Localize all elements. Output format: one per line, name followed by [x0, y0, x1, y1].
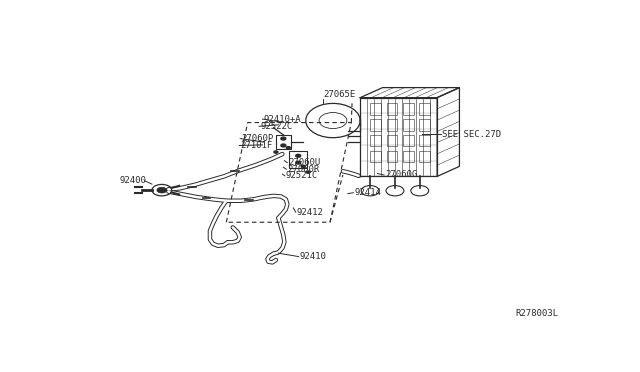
Bar — [387, 151, 397, 162]
Text: 92410: 92410 — [300, 252, 326, 261]
Circle shape — [281, 137, 286, 140]
Bar — [419, 151, 430, 162]
Bar — [387, 119, 397, 131]
Bar — [289, 151, 307, 168]
Circle shape — [274, 151, 278, 153]
Circle shape — [296, 154, 301, 157]
Bar — [387, 103, 397, 115]
Bar — [403, 103, 414, 115]
Bar — [387, 135, 397, 146]
Text: 27101F: 27101F — [240, 141, 273, 150]
Text: 27060U: 27060U — [288, 158, 321, 167]
Circle shape — [296, 161, 301, 164]
Text: 92400: 92400 — [120, 176, 147, 185]
Circle shape — [286, 147, 291, 149]
Circle shape — [301, 165, 305, 167]
Text: 92522C: 92522C — [260, 122, 292, 131]
Text: 92521C: 92521C — [286, 171, 318, 180]
Bar — [403, 151, 414, 162]
Bar — [419, 119, 430, 131]
Text: 92412: 92412 — [297, 208, 324, 217]
Bar — [419, 103, 430, 115]
Bar — [370, 135, 381, 146]
Text: 92410+A: 92410+A — [264, 115, 301, 124]
Text: 27060P: 27060P — [241, 134, 273, 143]
Circle shape — [306, 171, 310, 173]
Bar — [403, 135, 414, 146]
Bar — [370, 103, 381, 115]
Text: 27060G: 27060G — [385, 170, 417, 179]
Bar — [276, 135, 291, 149]
Bar — [403, 119, 414, 131]
Bar — [419, 135, 430, 146]
Bar — [370, 119, 381, 131]
Text: 92414: 92414 — [355, 188, 381, 197]
Circle shape — [157, 187, 167, 193]
Circle shape — [281, 144, 286, 147]
Text: 27065E: 27065E — [323, 90, 355, 99]
Text: R278003L: R278003L — [516, 309, 559, 318]
Text: 27060R: 27060R — [287, 165, 319, 174]
Bar — [370, 151, 381, 162]
Text: SEE SEC.27D: SEE SEC.27D — [442, 129, 501, 138]
